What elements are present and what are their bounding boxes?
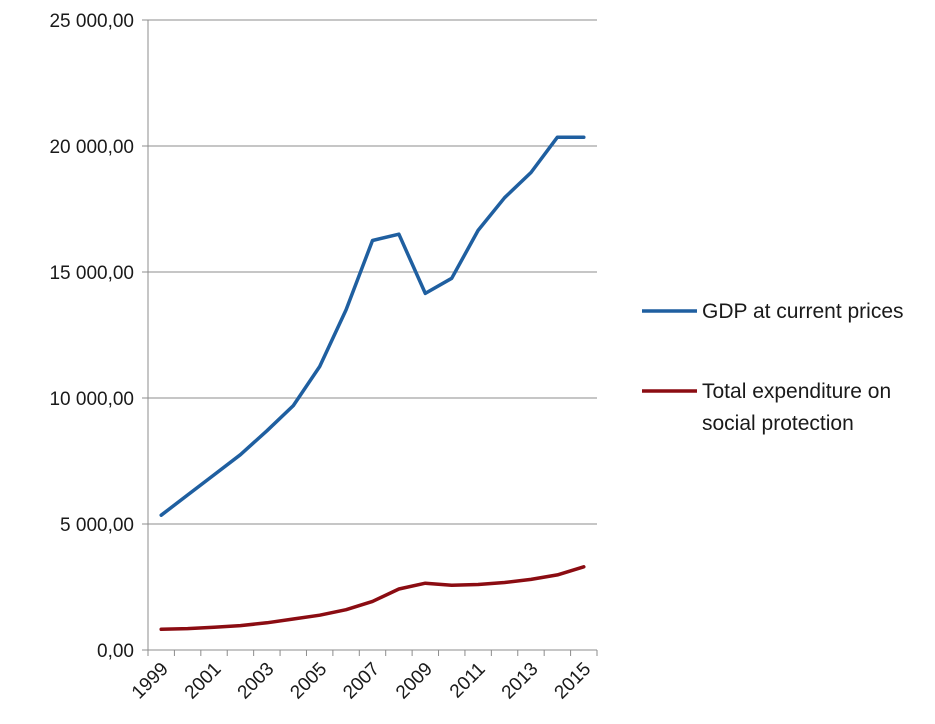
gdp-series-line <box>159 135 586 517</box>
series-lines <box>159 135 586 632</box>
y-tick-labels: 0,00 5 000,00 10 000,00 15 000,00 20 000,00 2… <box>49 11 134 662</box>
x-tick-label: 2013 <box>498 659 543 704</box>
x-tick-label: 2011 <box>446 659 490 703</box>
legend: GDP at current prices Total expenditure o… <box>642 300 904 435</box>
x-tick-label: 2001 <box>181 659 226 704</box>
legend-label: social protection <box>702 412 854 435</box>
x-tick-label: 2003 <box>234 659 279 704</box>
legend-label: Total expenditure on <box>702 380 891 403</box>
y-tick-label: 20 000,00 <box>49 137 134 158</box>
axes <box>142 19 598 656</box>
y-tick-label: 15 000,00 <box>49 263 134 284</box>
x-tick-label: 1999 <box>128 659 173 704</box>
y-tick-label: 0,00 <box>97 641 134 662</box>
y-tick-label: 25 000,00 <box>49 11 134 32</box>
y-tick-label: 5 000,00 <box>60 515 134 536</box>
social-protection-series-line <box>159 565 586 632</box>
x-tick-label: 2015 <box>551 659 596 704</box>
x-tick-label: 2005 <box>286 659 331 704</box>
legend-label: GDP at current prices <box>702 300 904 323</box>
gridlines <box>148 19 597 525</box>
x-tick-label: 2007 <box>339 659 384 704</box>
y-tick-label: 10 000,00 <box>49 389 134 410</box>
x-tick-label: 2009 <box>392 659 437 704</box>
x-tick-labels: 1999 2001 2003 2005 2007 2009 2011 2013 2015 <box>128 659 595 704</box>
